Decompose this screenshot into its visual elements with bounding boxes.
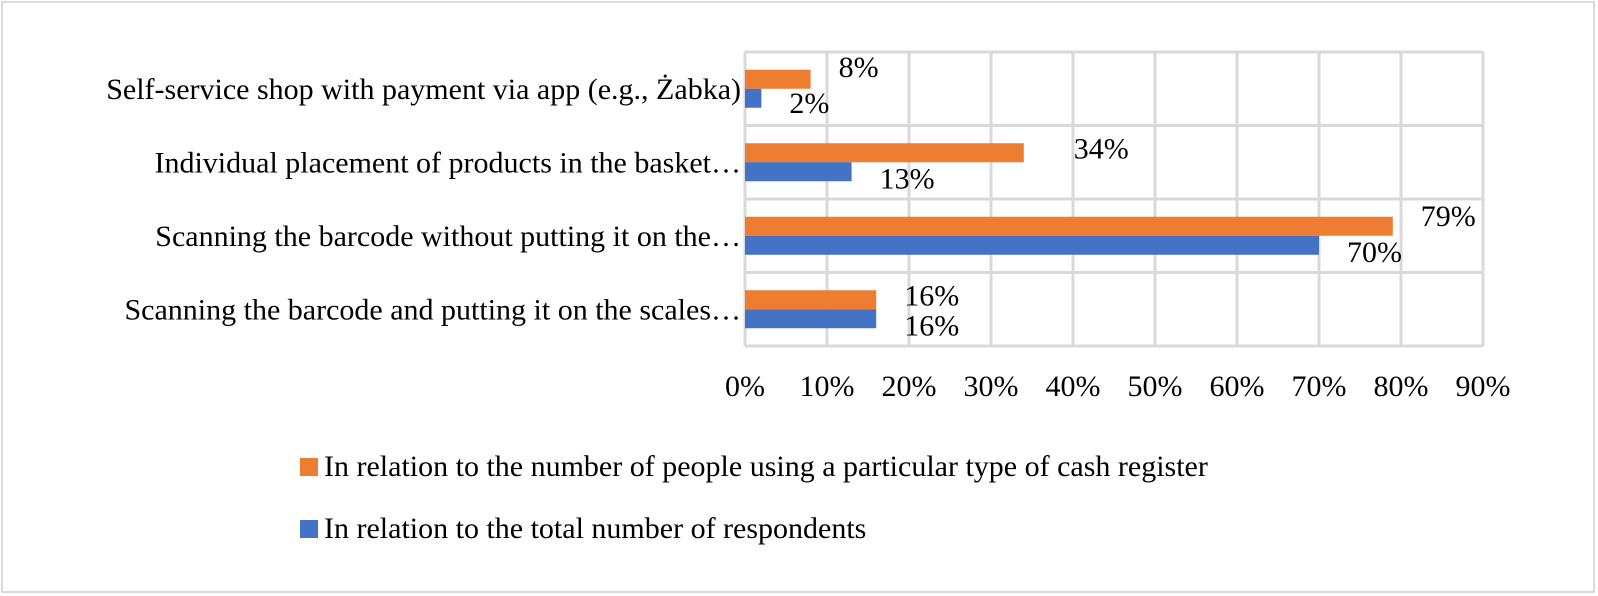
x-tick-label: 80%	[1374, 370, 1429, 403]
x-tick-label: 70%	[1292, 370, 1347, 403]
x-tick-label: 20%	[882, 370, 937, 403]
legend-swatch-orange	[300, 458, 318, 476]
bar-orange	[745, 143, 1024, 163]
data-label-blue: 70%	[1347, 236, 1402, 269]
x-tick-label: 60%	[1210, 370, 1265, 403]
data-label-orange: 8%	[839, 51, 879, 84]
x-tick-label: 0%	[725, 370, 765, 403]
legend-item-blue: In relation to the total number of respo…	[300, 512, 866, 546]
bar-orange	[745, 216, 1393, 236]
legend-item-orange: In relation to the number of people usin…	[300, 450, 1208, 484]
category-label: Scanning the barcode without putting it …	[155, 220, 741, 253]
legend-swatch-blue	[300, 520, 318, 538]
data-label-blue: 16%	[904, 309, 959, 342]
bar-blue	[745, 162, 852, 182]
bar-orange	[745, 69, 811, 89]
x-tick-label: 30%	[964, 370, 1019, 403]
legend-label-orange: In relation to the number of people usin…	[324, 450, 1208, 483]
x-tick-label: 50%	[1128, 370, 1183, 403]
category-label: Self-service shop with payment via app (…	[106, 73, 741, 106]
x-tick-label: 40%	[1046, 370, 1101, 403]
bar-blue	[745, 235, 1319, 255]
category-label: Individual placement of products in the …	[154, 146, 741, 179]
data-label-orange: 34%	[1074, 132, 1129, 165]
bar-blue	[745, 309, 877, 329]
data-label-blue: 2%	[789, 87, 829, 120]
x-tick-label: 10%	[800, 370, 855, 403]
bar-blue	[745, 88, 762, 108]
data-label-blue: 13%	[880, 162, 935, 195]
category-label: Scanning the barcode and putting it on t…	[124, 293, 741, 326]
data-label-orange: 16%	[904, 279, 959, 312]
legend-label-blue: In relation to the total number of respo…	[324, 512, 867, 545]
bar-orange	[745, 290, 877, 310]
x-tick-label: 90%	[1456, 370, 1511, 403]
data-label-orange: 79%	[1421, 200, 1476, 233]
